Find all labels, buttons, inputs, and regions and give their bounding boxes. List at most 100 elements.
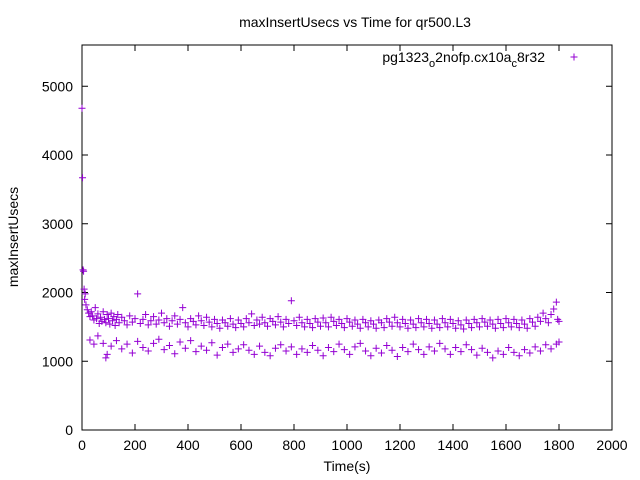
data-point: [81, 290, 89, 298]
data-point: [218, 344, 226, 351]
data-point: [261, 348, 269, 356]
data-point: [468, 346, 476, 354]
data-point: [80, 267, 88, 275]
data-point: [97, 313, 105, 321]
data-point: [362, 319, 370, 327]
data-point: [224, 340, 232, 348]
data-point: [372, 344, 380, 352]
y-tick-label: 1000: [42, 353, 73, 369]
data-point: [388, 322, 396, 330]
data-point: [256, 320, 264, 328]
data-point: [370, 320, 377, 328]
data-point: [192, 348, 200, 356]
x-tick-label: 600: [229, 437, 253, 453]
data-point: [483, 348, 491, 356]
data-point: [123, 321, 131, 329]
data-point: [319, 314, 327, 322]
data-point: [521, 346, 529, 354]
data-point: [126, 312, 134, 320]
data-point: [468, 324, 476, 332]
data-point: [335, 340, 343, 348]
data-point: [529, 318, 536, 326]
data-point: [346, 350, 354, 358]
data-point: [213, 351, 221, 359]
data-point: [420, 350, 428, 358]
data-point: [388, 346, 396, 354]
data-point: [282, 347, 290, 355]
data-point: [303, 348, 311, 356]
data-point: [539, 309, 547, 317]
data-point: [168, 317, 176, 325]
data-series: [78, 104, 563, 362]
y-axis: 0 1000 2000 3000 4000 5000: [42, 78, 612, 438]
data-point: [208, 323, 216, 331]
data-point: [356, 339, 364, 347]
data-point: [99, 339, 107, 347]
data-point: [377, 319, 385, 327]
data-point: [90, 340, 98, 348]
data-point: [354, 320, 362, 328]
data-point: [87, 308, 95, 316]
data-point: [102, 354, 110, 362]
data-point: [407, 316, 415, 324]
data-point: [102, 319, 110, 327]
data-point: [150, 339, 158, 347]
data-point: [536, 347, 544, 355]
data-point: [322, 319, 330, 327]
data-point: [531, 322, 539, 330]
data-point: [436, 339, 444, 347]
data-point: [415, 346, 423, 354]
data-point: [171, 350, 179, 358]
data-point: [314, 346, 322, 354]
data-point: [486, 316, 494, 324]
x-axis: 0 200 400 600 800 1000 1200 1400 1600 1800 2000: [78, 45, 628, 453]
data-point: [229, 348, 237, 356]
data-point: [372, 324, 380, 332]
data-point: [499, 324, 507, 332]
data-point: [258, 313, 266, 321]
data-point: [367, 352, 375, 360]
data-point: [364, 323, 372, 331]
data-point: [441, 319, 449, 327]
data-point: [473, 351, 481, 359]
data-point: [399, 344, 407, 351]
data-point: [332, 322, 340, 329]
data-point: [523, 324, 531, 332]
data-point: [282, 315, 290, 323]
y-tick-label: 5000: [42, 78, 73, 94]
data-point: [78, 104, 86, 112]
data-point: [240, 323, 248, 331]
data-point: [483, 322, 491, 330]
data-point: [176, 338, 184, 346]
data-point: [478, 344, 486, 352]
data-point: [195, 312, 203, 320]
x-axis-label: Time(s): [324, 458, 371, 474]
data-point: [287, 297, 295, 305]
data-point: [430, 316, 438, 324]
data-point: [324, 344, 332, 351]
data-point: [547, 345, 555, 353]
data-point: [491, 324, 499, 332]
data-point: [531, 343, 539, 351]
data-point: [118, 345, 126, 353]
legend-text: pg1323: [382, 49, 429, 65]
data-point: [544, 319, 552, 327]
data-point: [99, 308, 107, 316]
x-tick-label: 800: [282, 437, 306, 453]
data-point: [505, 344, 513, 351]
data-point: [346, 318, 354, 326]
data-point: [306, 319, 314, 327]
x-tick-label: 1800: [543, 437, 574, 453]
data-point: [79, 174, 87, 182]
data-point: [234, 345, 242, 353]
legend-marker-symbol: [570, 53, 578, 61]
data-point: [330, 348, 338, 356]
data-point: [101, 315, 109, 323]
data-point: [171, 312, 179, 320]
data-point: [425, 319, 433, 327]
data-point: [279, 323, 287, 331]
legend-text: 8r32: [517, 49, 545, 65]
data-point: [103, 350, 111, 358]
data-point: [393, 352, 401, 360]
